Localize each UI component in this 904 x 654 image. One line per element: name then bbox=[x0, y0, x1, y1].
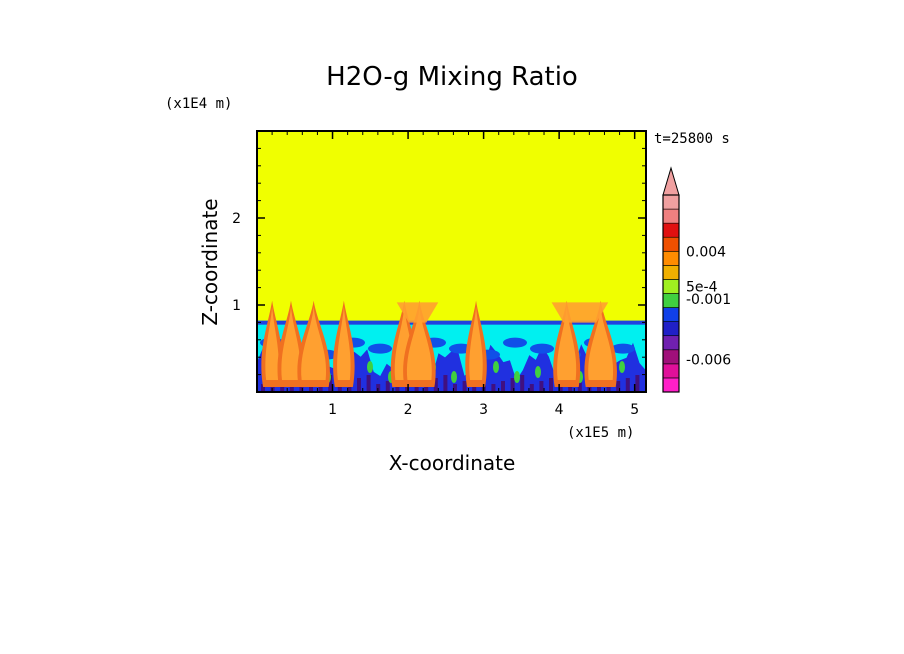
colorbar-swatch bbox=[662, 222, 680, 238]
surface-speck bbox=[443, 375, 448, 392]
surface-speck bbox=[520, 375, 525, 392]
surface-speck bbox=[539, 381, 544, 392]
surface-speck bbox=[453, 384, 457, 392]
surface-speck bbox=[529, 384, 534, 392]
plume bbox=[261, 300, 283, 387]
surface-speck bbox=[337, 384, 342, 392]
plot-area bbox=[257, 131, 646, 392]
colorbar-swatch bbox=[662, 236, 680, 252]
surface-speck bbox=[616, 381, 621, 392]
x-axis-label: X-coordinate bbox=[389, 451, 516, 475]
plume bbox=[297, 300, 330, 387]
green-patch bbox=[367, 361, 373, 373]
surface-speck bbox=[433, 378, 438, 392]
surface-speck bbox=[625, 378, 630, 392]
x-tick-label: 1 bbox=[328, 402, 337, 418]
colorbar-extend-arrow bbox=[662, 166, 680, 196]
plume-head bbox=[551, 302, 609, 323]
colorbar-frame bbox=[662, 194, 680, 393]
plot-frame bbox=[256, 130, 647, 393]
boundary-layer-top bbox=[257, 320, 646, 325]
y-scale-label: (x1E4 m) bbox=[165, 96, 232, 112]
y-tick-label: 2 bbox=[232, 211, 241, 227]
chart-title: H2O-g Mixing Ratio bbox=[326, 62, 578, 92]
surface-speck bbox=[635, 375, 640, 392]
deep-layer bbox=[257, 342, 646, 392]
x-tick-label: 4 bbox=[555, 402, 564, 418]
x-scale-label: (x1E5 m) bbox=[567, 425, 634, 441]
plume bbox=[403, 300, 436, 387]
colorbar-swatch bbox=[662, 279, 680, 294]
surface-speck bbox=[462, 381, 467, 392]
green-patch bbox=[514, 371, 520, 383]
surface-speck bbox=[501, 381, 505, 392]
colorbar-swatch bbox=[662, 307, 680, 322]
axis-ticks: 1 2 3 4 5 1 2 bbox=[232, 131, 646, 418]
plume-head bbox=[396, 302, 439, 323]
surface-speck bbox=[366, 375, 371, 392]
surface-speck bbox=[510, 378, 515, 392]
surface-speck bbox=[568, 384, 573, 392]
colorbar-swatch bbox=[662, 194, 680, 210]
colorbar-swatch bbox=[662, 377, 680, 393]
green-patch bbox=[451, 371, 457, 383]
surface-speck bbox=[299, 384, 304, 392]
colorbar-swatch bbox=[662, 321, 680, 337]
time-label: t=25800 s bbox=[654, 131, 730, 147]
blue-patch bbox=[368, 343, 392, 354]
colorbar-swatch bbox=[662, 250, 680, 266]
surface-speck bbox=[385, 381, 390, 392]
green-patch bbox=[619, 361, 625, 373]
surface-speck bbox=[577, 381, 582, 392]
colorbar-label: -0.001 bbox=[686, 292, 731, 308]
surface-speck bbox=[328, 375, 333, 392]
y-axis-label: Z-coordinate bbox=[198, 198, 222, 325]
colorbar-label: 0.004 bbox=[686, 244, 726, 260]
blue-patch bbox=[503, 337, 527, 348]
colorbar-swatch bbox=[662, 293, 680, 308]
surface-speck bbox=[606, 384, 611, 392]
green-patch bbox=[535, 366, 541, 378]
surface-speck bbox=[414, 384, 419, 392]
surface-speck bbox=[261, 384, 265, 392]
colorbar-swatch bbox=[662, 335, 680, 351]
surface-speck bbox=[357, 378, 361, 392]
blue-patch bbox=[530, 343, 554, 354]
colorbar-swatch bbox=[662, 349, 680, 365]
colorbar-label: -0.006 bbox=[686, 353, 731, 369]
colorbar-swatch bbox=[662, 265, 680, 280]
blue-patch bbox=[611, 343, 635, 354]
y-tick-label: 1 bbox=[232, 298, 241, 314]
colorbar: 0.004 5e-4-0.001 -0.006 bbox=[662, 166, 731, 393]
plume bbox=[333, 300, 355, 387]
colorbar-label: 5e-4 bbox=[686, 279, 718, 295]
surface-speck bbox=[549, 378, 553, 392]
x-tick-label: 5 bbox=[630, 402, 639, 418]
plume bbox=[465, 300, 487, 387]
surface-speck bbox=[491, 384, 496, 392]
colorbar-swatch bbox=[662, 208, 680, 224]
plume bbox=[584, 300, 617, 387]
x-tick-label: 3 bbox=[479, 402, 488, 418]
plume bbox=[553, 300, 581, 387]
x-tick-label: 2 bbox=[404, 402, 413, 418]
colorbar-swatch bbox=[662, 363, 680, 379]
green-patch bbox=[493, 361, 499, 373]
